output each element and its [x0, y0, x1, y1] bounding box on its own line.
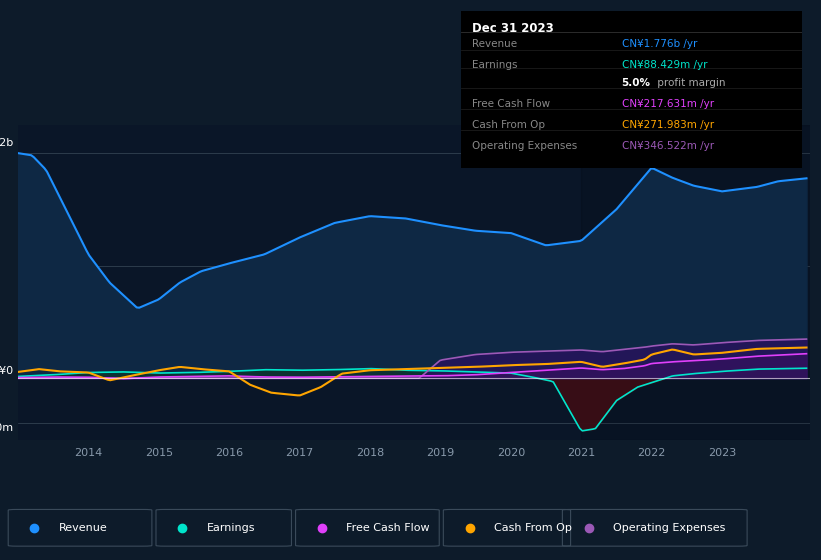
Text: CN¥0: CN¥0 — [0, 366, 14, 376]
Text: 2021: 2021 — [567, 449, 595, 459]
Text: CN¥2b: CN¥2b — [0, 138, 14, 147]
Text: 2018: 2018 — [355, 449, 384, 459]
Text: 2016: 2016 — [215, 449, 243, 459]
Text: Operating Expenses: Operating Expenses — [471, 141, 577, 151]
Text: 2023: 2023 — [708, 449, 736, 459]
Text: CN¥88.429m /yr: CN¥88.429m /yr — [621, 60, 707, 70]
Text: -CN¥400m: -CN¥400m — [0, 423, 14, 433]
Text: CN¥271.983m /yr: CN¥271.983m /yr — [621, 120, 713, 130]
Bar — [581, 125, 821, 440]
Text: 2020: 2020 — [497, 449, 525, 459]
Text: Cash From Op: Cash From Op — [494, 523, 572, 533]
Text: Free Cash Flow: Free Cash Flow — [346, 523, 430, 533]
Text: Earnings: Earnings — [207, 523, 255, 533]
Text: 2019: 2019 — [426, 449, 455, 459]
Text: 2022: 2022 — [637, 449, 666, 459]
Text: Dec 31 2023: Dec 31 2023 — [471, 22, 553, 35]
Text: CN¥1.776b /yr: CN¥1.776b /yr — [621, 39, 697, 49]
Text: 2014: 2014 — [74, 449, 103, 459]
Text: Free Cash Flow: Free Cash Flow — [471, 99, 550, 109]
Text: 2017: 2017 — [286, 449, 314, 459]
Text: 5.0%: 5.0% — [621, 78, 650, 88]
Text: Earnings: Earnings — [471, 60, 517, 70]
Text: profit margin: profit margin — [654, 78, 726, 88]
Text: 2015: 2015 — [144, 449, 173, 459]
Text: Revenue: Revenue — [59, 523, 108, 533]
Text: CN¥217.631m /yr: CN¥217.631m /yr — [621, 99, 713, 109]
Text: Operating Expenses: Operating Expenses — [613, 523, 726, 533]
Text: CN¥346.522m /yr: CN¥346.522m /yr — [621, 141, 713, 151]
Text: Revenue: Revenue — [471, 39, 516, 49]
Text: Cash From Op: Cash From Op — [471, 120, 544, 130]
